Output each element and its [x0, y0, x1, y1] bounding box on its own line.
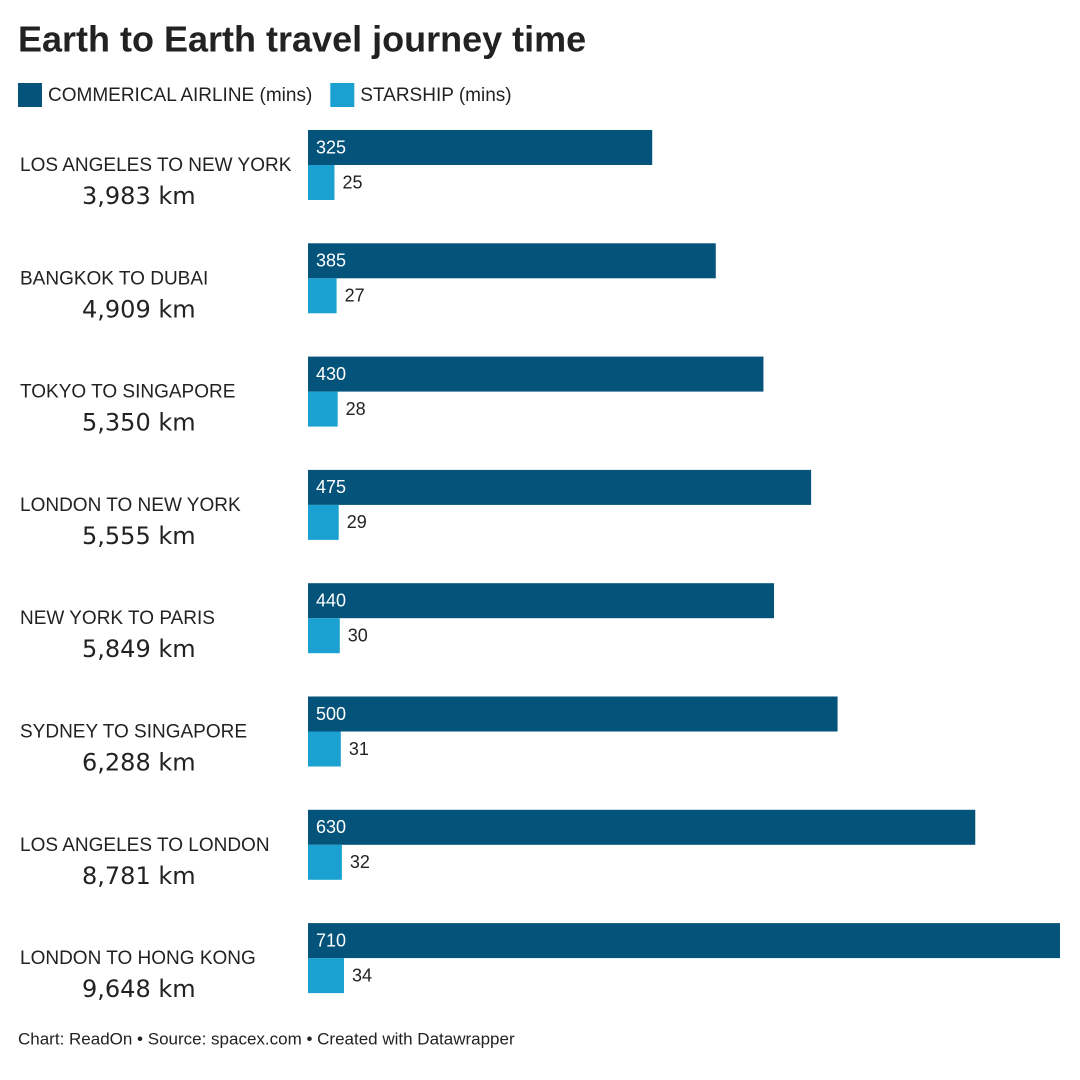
legend-swatch	[18, 83, 42, 107]
category-label: LOS ANGELES TO LONDON	[20, 835, 270, 856]
distance-label: 5,849 km	[82, 635, 196, 663]
category-label: BANGKOK TO DUBAI	[20, 268, 208, 289]
value-label: 500	[316, 704, 346, 724]
value-label: 475	[316, 477, 346, 497]
value-label: 29	[347, 512, 367, 532]
bar	[308, 696, 838, 732]
category-label: TOKYO TO SINGAPORE	[20, 382, 235, 403]
bar	[308, 809, 976, 845]
distance-label: 3,983 km	[82, 182, 196, 210]
bar	[308, 243, 716, 279]
bar	[308, 618, 340, 654]
value-label: 630	[316, 817, 346, 837]
value-label: 430	[316, 364, 346, 384]
bar	[308, 165, 335, 200]
distance-label: 9,648 km	[82, 975, 196, 1003]
value-label: 32	[350, 852, 370, 872]
bar	[308, 504, 339, 540]
value-label: 31	[349, 739, 369, 759]
bar	[308, 844, 342, 880]
chart-title: Earth to Earth travel journey time	[18, 19, 586, 60]
value-label: 27	[345, 286, 365, 306]
distance-label: 5,350 km	[82, 409, 196, 437]
distance-label: 5,555 km	[82, 522, 196, 550]
value-label: 25	[342, 172, 362, 192]
value-label: 710	[316, 930, 346, 950]
category-label: LOS ANGELES TO NEW YORK	[20, 155, 292, 176]
bar	[308, 469, 812, 505]
category-label: SYDNEY TO SINGAPORE	[20, 722, 247, 743]
legend-swatch	[330, 83, 355, 107]
bar	[308, 356, 764, 392]
value-label: 440	[316, 590, 346, 610]
value-label: 30	[348, 625, 368, 645]
value-label: 34	[352, 965, 372, 985]
category-label: NEW YORK TO PARIS	[20, 608, 215, 629]
legend-label: COMMERICAL AIRLINE (mins)	[48, 85, 312, 106]
value-label: 28	[346, 399, 366, 419]
bar	[308, 731, 341, 767]
bar	[308, 130, 653, 165]
distance-label: 8,781 km	[82, 862, 196, 890]
bar	[308, 278, 337, 314]
distance-label: 6,288 km	[82, 749, 196, 777]
bar	[308, 583, 775, 619]
bar	[308, 391, 338, 427]
bar	[308, 958, 345, 994]
value-label: 385	[316, 251, 346, 271]
category-label: LONDON TO HONG KONG	[20, 948, 256, 969]
distance-label: 4,909 km	[82, 295, 196, 323]
bar	[308, 923, 1060, 959]
footer: Chart: ReadOn • Source: spacex.com • Cre…	[18, 1029, 515, 1048]
value-label: 325	[316, 137, 346, 157]
category-label: LONDON TO NEW YORK	[20, 495, 241, 516]
legend-label: STARSHIP (mins)	[360, 85, 511, 106]
